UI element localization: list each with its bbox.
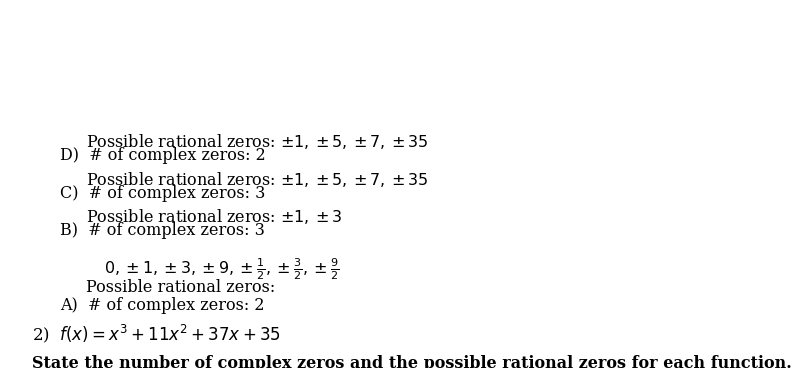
Text: 2)  $f(x) = x^3 + 11x^2 + 37x + 35$: 2) $f(x) = x^3 + 11x^2 + 37x + 35$	[32, 323, 281, 345]
Text: B)  # of complex zeros: 3: B) # of complex zeros: 3	[60, 222, 265, 239]
Text: C)  # of complex zeros: 3: C) # of complex zeros: 3	[60, 185, 266, 202]
Text: D)  # of complex zeros: 2: D) # of complex zeros: 2	[60, 147, 266, 164]
Text: Possible rational zeros:: Possible rational zeros:	[86, 279, 275, 296]
Text: A)  # of complex zeros: 2: A) # of complex zeros: 2	[60, 297, 265, 314]
Text: Possible rational zeros: $\pm 1, \pm 5, \pm 7, \pm 35$: Possible rational zeros: $\pm 1, \pm 5, …	[86, 132, 428, 151]
Text: Possible rational zeros: $\pm 1, \pm 3$: Possible rational zeros: $\pm 1, \pm 3$	[86, 207, 342, 226]
Text: State the number of complex zeros and the possible rational zeros for each funct: State the number of complex zeros and th…	[32, 355, 792, 368]
Text: Possible rational zeros: $\pm 1, \pm 5, \pm 7, \pm 35$: Possible rational zeros: $\pm 1, \pm 5, …	[86, 170, 428, 189]
Text: $0, \pm 1, \pm 3, \pm 9, \pm\frac{1}{2}, \pm\frac{3}{2}, \pm\frac{9}{2}$: $0, \pm 1, \pm 3, \pm 9, \pm\frac{1}{2},…	[104, 256, 339, 282]
